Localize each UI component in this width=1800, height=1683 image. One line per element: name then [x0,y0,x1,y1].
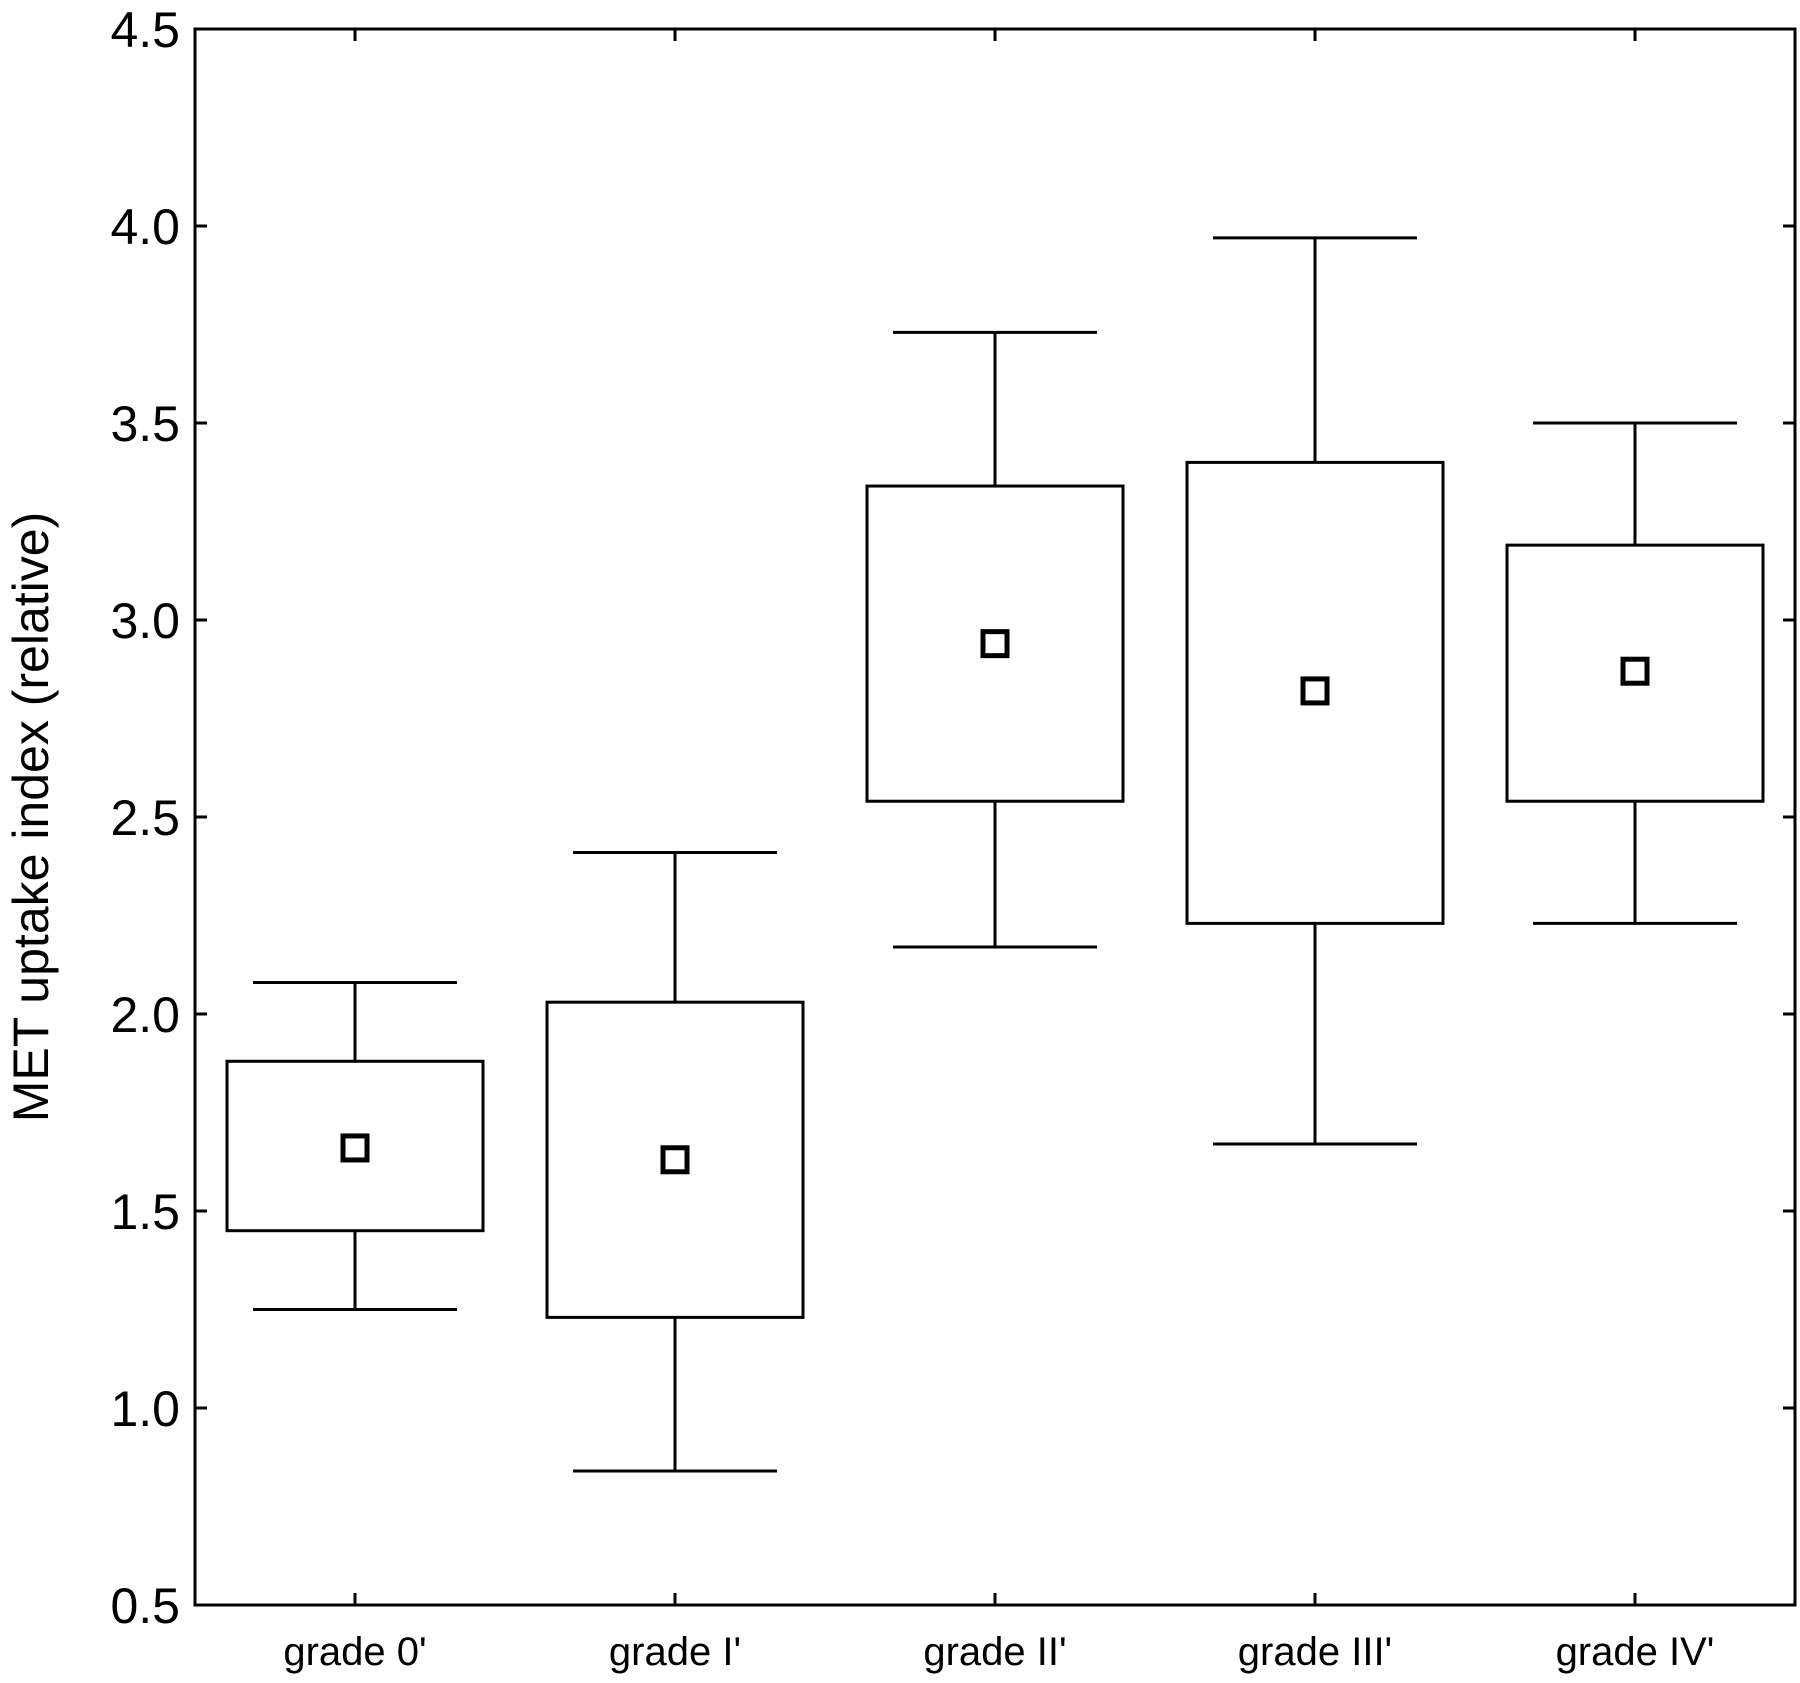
y-tick-label: 0.5 [110,1578,180,1634]
box-group [865,330,1125,949]
box [865,484,1125,803]
y-tick-label: 2.5 [110,790,180,846]
y-tick-label: 4.5 [110,2,180,58]
center-marker [980,629,1010,659]
x-tick-label: grade 0' [283,1630,426,1674]
center-marker [340,1133,370,1163]
y-tick-label: 3.0 [110,593,180,649]
x-tick-label: grade II' [923,1630,1066,1674]
x-tick-label: grade III' [1238,1630,1392,1674]
box-group [1185,236,1445,1146]
y-tick-label: 1.5 [110,1184,180,1240]
y-tick-label: 3.5 [110,396,180,452]
x-tick-label: grade IV' [1556,1630,1715,1674]
box-group [545,850,805,1473]
y-axis-label: MET uptake index (relative) [3,512,59,1122]
x-tick-label: grade I' [609,1630,741,1674]
center-marker [660,1145,690,1175]
y-tick-label: 4.0 [110,199,180,255]
center-marker [1620,656,1650,686]
box-group [1505,421,1765,925]
y-tick-label: 2.0 [110,987,180,1043]
axis-ticks: 0.5 1.0 1.5 2.0 2.5 3.0 3.5 4.0 4.5 grade 0' grade… [110,2,1795,1674]
box-group [225,980,485,1311]
y-tick-label: 1.0 [110,1381,180,1437]
plot-elements [225,236,1765,1473]
center-marker [1300,676,1330,706]
